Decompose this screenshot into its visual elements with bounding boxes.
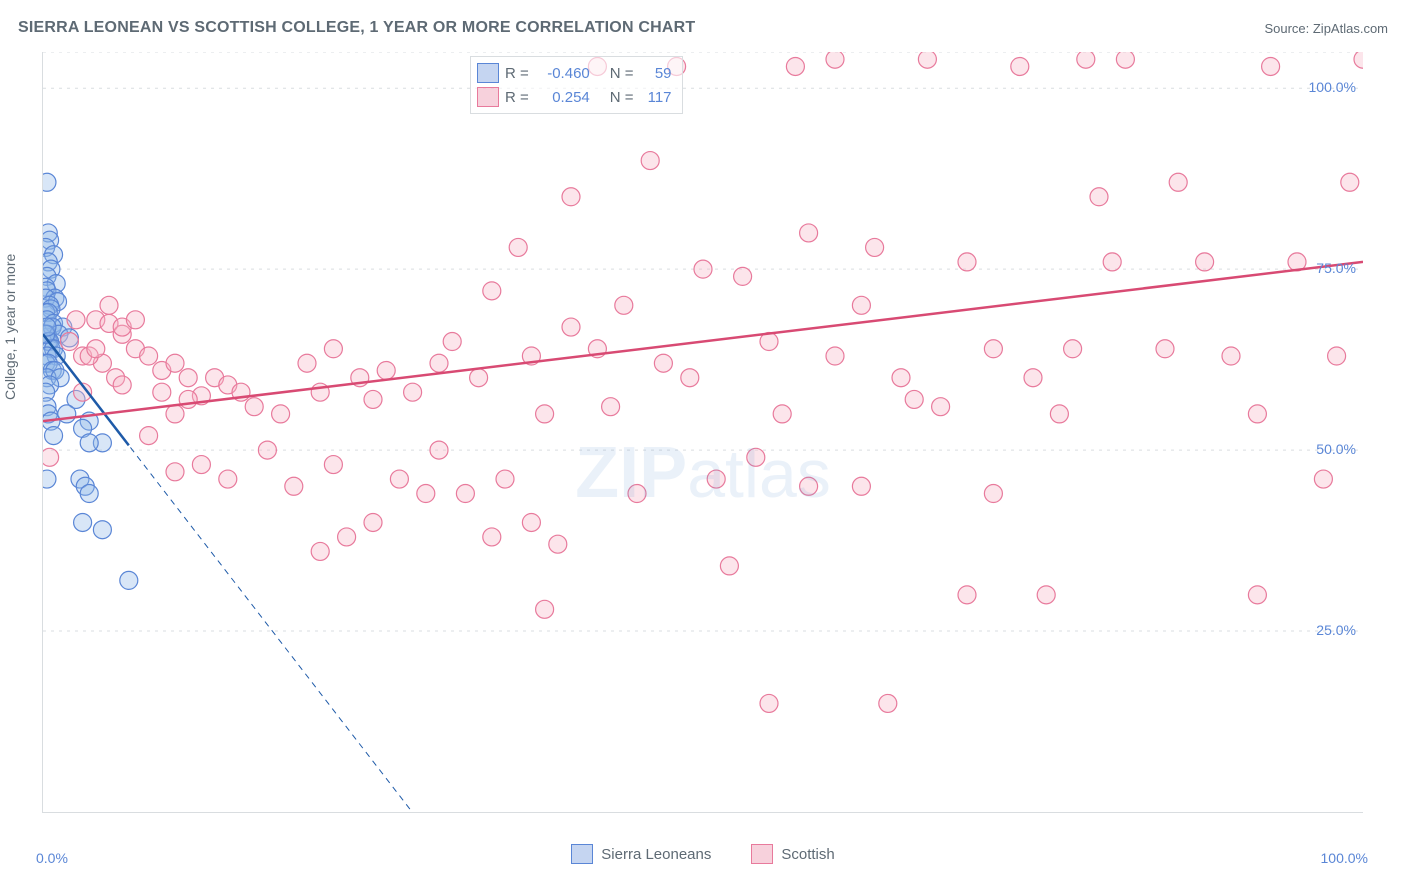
- r-value-0: -0.460: [535, 65, 590, 82]
- r-value-1: 0.254: [535, 89, 590, 106]
- r-label-1: R =: [505, 89, 529, 106]
- n-value-1: 117: [640, 89, 672, 106]
- legend-label-1: Scottish: [781, 846, 834, 863]
- series-swatch-0: [477, 63, 499, 83]
- n-label-0: N =: [610, 65, 634, 82]
- stats-row-0: R = -0.460 N = 59: [477, 61, 672, 85]
- n-label-1: N =: [610, 89, 634, 106]
- y-axis-label: College, 1 year or more: [2, 254, 18, 400]
- legend: Sierra Leoneans Scottish: [0, 844, 1406, 864]
- stats-row-1: R = 0.254 N = 117: [477, 85, 672, 109]
- correlation-stats-box: R = -0.460 N = 59 R = 0.254 N = 117: [470, 56, 683, 114]
- legend-swatch-1: [751, 844, 773, 864]
- chart-plot-area: ZIPatlas: [42, 52, 1363, 813]
- legend-item-1: Scottish: [751, 844, 834, 864]
- chart-title: SIERRA LEONEAN VS SCOTTISH COLLEGE, 1 YE…: [18, 19, 695, 37]
- legend-label-0: Sierra Leoneans: [601, 846, 711, 863]
- chart-svg: [43, 52, 1363, 812]
- title-bar: SIERRA LEONEAN VS SCOTTISH COLLEGE, 1 YE…: [18, 15, 1388, 41]
- series-swatch-1: [477, 87, 499, 107]
- legend-swatch-0: [571, 844, 593, 864]
- r-label-0: R =: [505, 65, 529, 82]
- n-value-0: 59: [640, 65, 672, 82]
- legend-item-0: Sierra Leoneans: [571, 844, 711, 864]
- source-label: Source: ZipAtlas.com: [1264, 21, 1388, 36]
